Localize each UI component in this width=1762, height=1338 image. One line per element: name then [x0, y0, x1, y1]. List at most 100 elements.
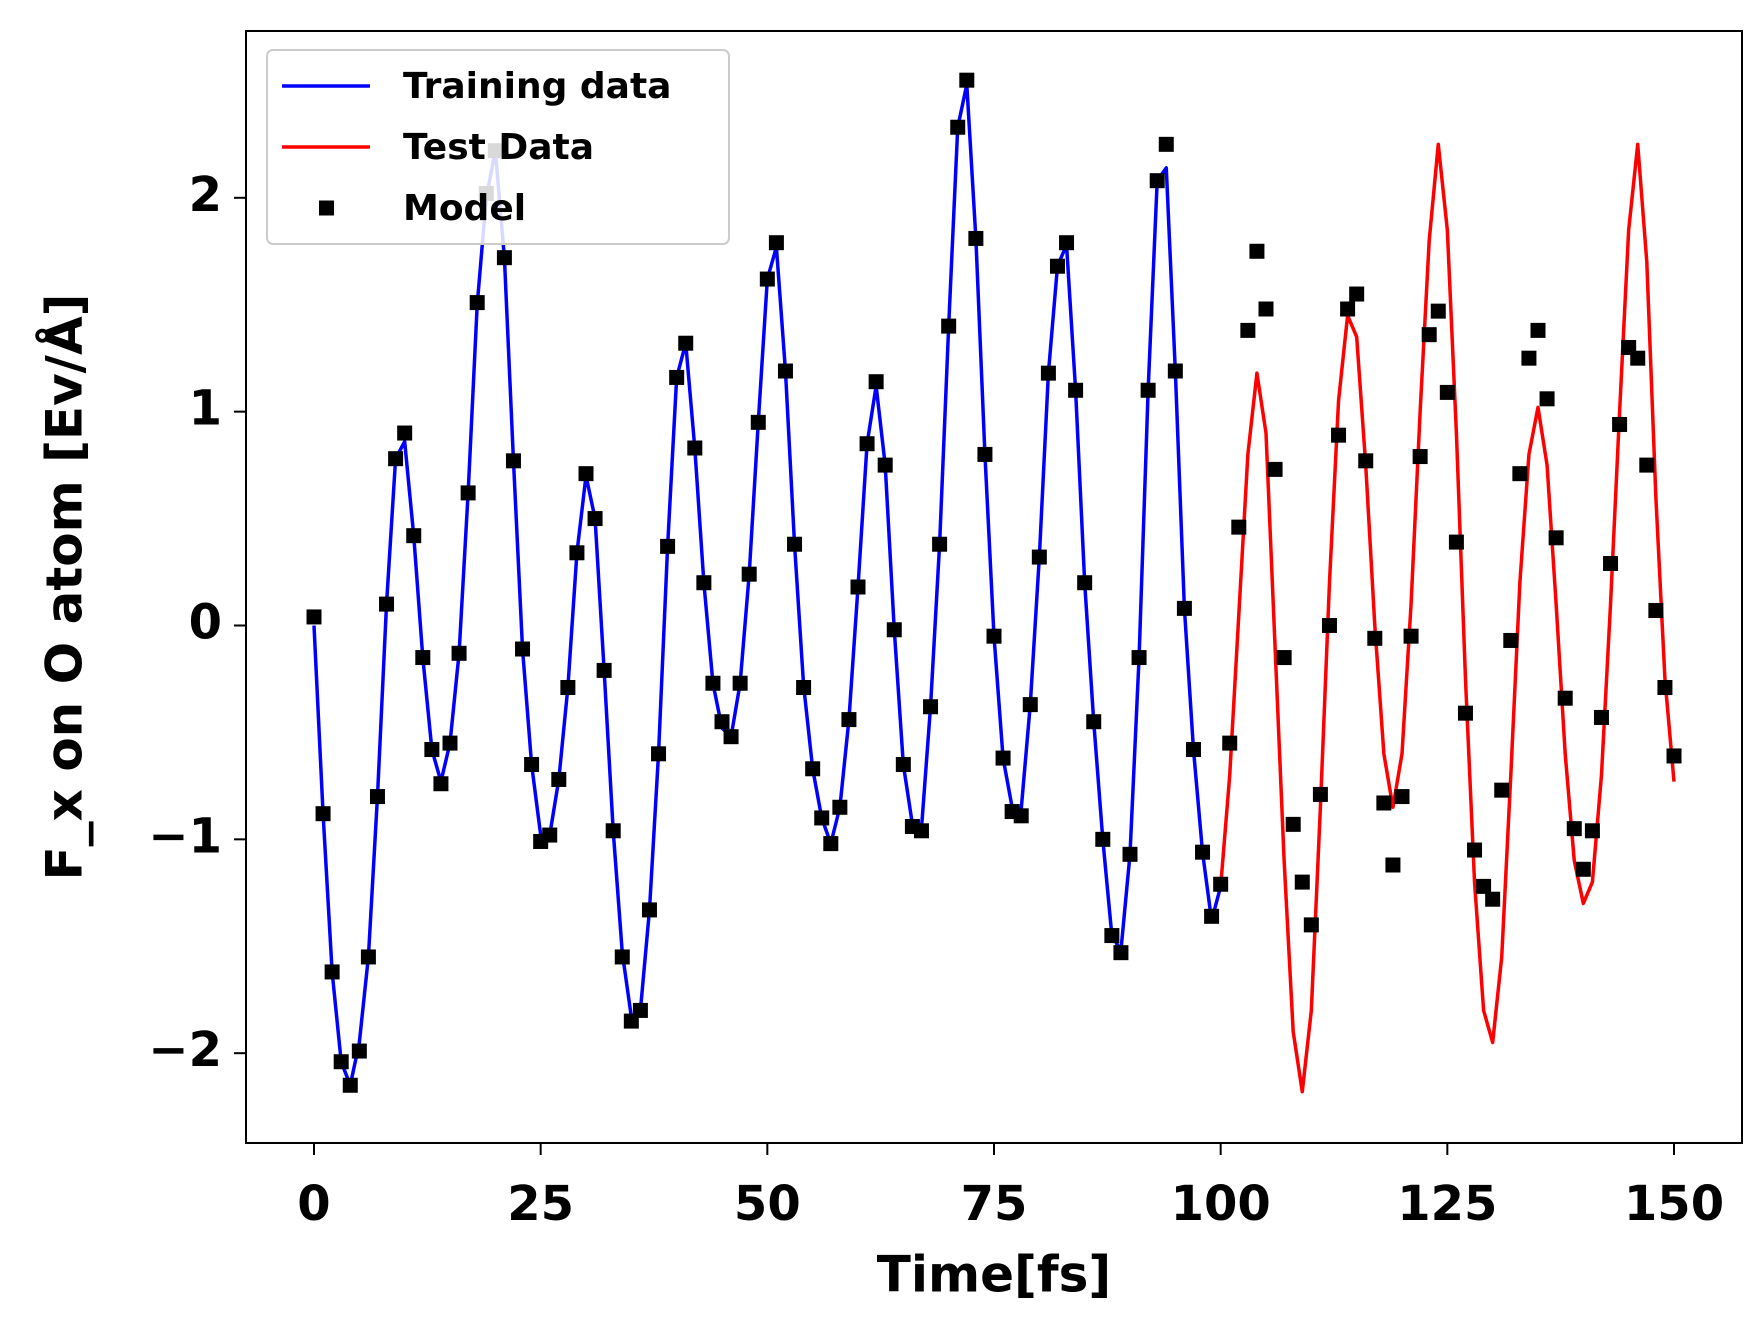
model-marker: [1131, 650, 1147, 666]
model-marker: [515, 641, 531, 657]
legend-box: [266, 49, 730, 245]
model-marker: [732, 675, 748, 691]
model-marker: [369, 789, 385, 805]
model-marker: [560, 680, 576, 696]
model-marker: [841, 712, 857, 728]
model-marker: [1521, 350, 1537, 366]
model-marker: [1575, 861, 1591, 877]
model-marker: [451, 645, 467, 661]
model-marker: [1657, 680, 1673, 696]
model-marker: [460, 485, 476, 501]
model-marker: [859, 436, 875, 452]
model-marker: [1639, 457, 1655, 473]
series-line: [1218, 142, 1676, 1094]
model-marker: [1430, 303, 1446, 319]
model-marker: [832, 799, 848, 815]
model-marker: [1584, 823, 1600, 839]
model-marker: [886, 622, 902, 638]
model-marker: [1049, 258, 1065, 274]
model-marker: [569, 545, 585, 561]
model-marker: [723, 729, 739, 745]
model-marker: [1213, 876, 1229, 892]
model-marker: [1077, 575, 1093, 591]
model-marker: [424, 742, 440, 758]
y-tick-label: 0: [189, 594, 222, 650]
model-marker: [632, 1002, 648, 1018]
model-marker: [1285, 816, 1301, 832]
model-marker: [1240, 322, 1256, 338]
x-tick-label: 0: [297, 1176, 330, 1232]
model-marker: [977, 446, 993, 462]
model-marker: [1666, 748, 1682, 764]
model-marker: [397, 425, 413, 441]
model-marker: [1149, 173, 1165, 189]
model-marker: [1258, 301, 1274, 317]
model-marker: [1059, 235, 1075, 251]
model-marker: [968, 230, 984, 246]
model-marker: [1158, 136, 1174, 152]
model-marker: [687, 440, 703, 456]
model-marker: [1140, 382, 1156, 398]
model-marker: [1167, 363, 1183, 379]
model-marker: [1403, 628, 1419, 644]
model-marker: [524, 756, 540, 772]
y-tick-label: −1: [148, 808, 222, 864]
model-marker: [496, 250, 512, 266]
model-marker: [324, 964, 340, 980]
model-marker: [895, 756, 911, 772]
model-marker: [1630, 350, 1646, 366]
model-marker: [379, 596, 395, 612]
y-tick-label: 1: [189, 381, 222, 437]
model-marker: [1476, 878, 1492, 894]
model-marker: [551, 771, 567, 787]
model-marker: [587, 511, 603, 527]
model-marker: [777, 363, 793, 379]
model-marker: [1231, 519, 1247, 535]
model-marker: [1394, 789, 1410, 805]
x-tick-label: 75: [961, 1176, 1028, 1232]
legend: Training data Test Data Model: [266, 49, 730, 245]
model-marker: [415, 650, 431, 666]
model-marker: [1412, 449, 1428, 465]
model-marker: [669, 369, 685, 385]
model-marker: [1593, 709, 1609, 725]
model-marker: [1439, 384, 1455, 400]
legend-label: Model: [403, 188, 526, 229]
model-marker: [1421, 327, 1437, 343]
model-marker: [1113, 945, 1129, 961]
y-tick-label: −2: [148, 1022, 222, 1078]
model-marker: [714, 714, 730, 730]
x-axis-label: Time[fs]: [877, 1246, 1111, 1304]
model-marker: [442, 735, 458, 751]
model-marker: [1603, 555, 1619, 571]
model-marker: [877, 457, 893, 473]
model-marker: [1276, 650, 1292, 666]
model-marker: [342, 1077, 358, 1093]
model-marker: [660, 538, 676, 554]
model-marker: [1068, 382, 1084, 398]
model-marker: [1566, 821, 1582, 837]
model-marker: [1376, 795, 1392, 811]
model-marker: [1086, 714, 1102, 730]
model-marker: [1249, 243, 1265, 259]
model-marker: [469, 295, 485, 311]
model-marker: [950, 119, 966, 135]
model-marker: [1340, 301, 1356, 317]
model-marker: [1303, 917, 1319, 933]
model-marker: [1095, 831, 1111, 847]
model-marker: [1467, 842, 1483, 858]
model-marker: [787, 536, 803, 552]
model-marker: [823, 836, 839, 852]
model-marker: [913, 823, 929, 839]
model-marker: [614, 949, 630, 965]
x-tick-label: 25: [507, 1176, 574, 1232]
model-marker: [1321, 617, 1337, 633]
model-marker: [306, 609, 322, 625]
model-marker: [923, 699, 939, 715]
model-marker: [1494, 782, 1510, 798]
model-marker: [1539, 391, 1555, 407]
model-marker: [868, 374, 884, 390]
model-marker: [986, 628, 1002, 644]
model-marker: [741, 566, 757, 582]
model-marker: [1031, 549, 1047, 565]
